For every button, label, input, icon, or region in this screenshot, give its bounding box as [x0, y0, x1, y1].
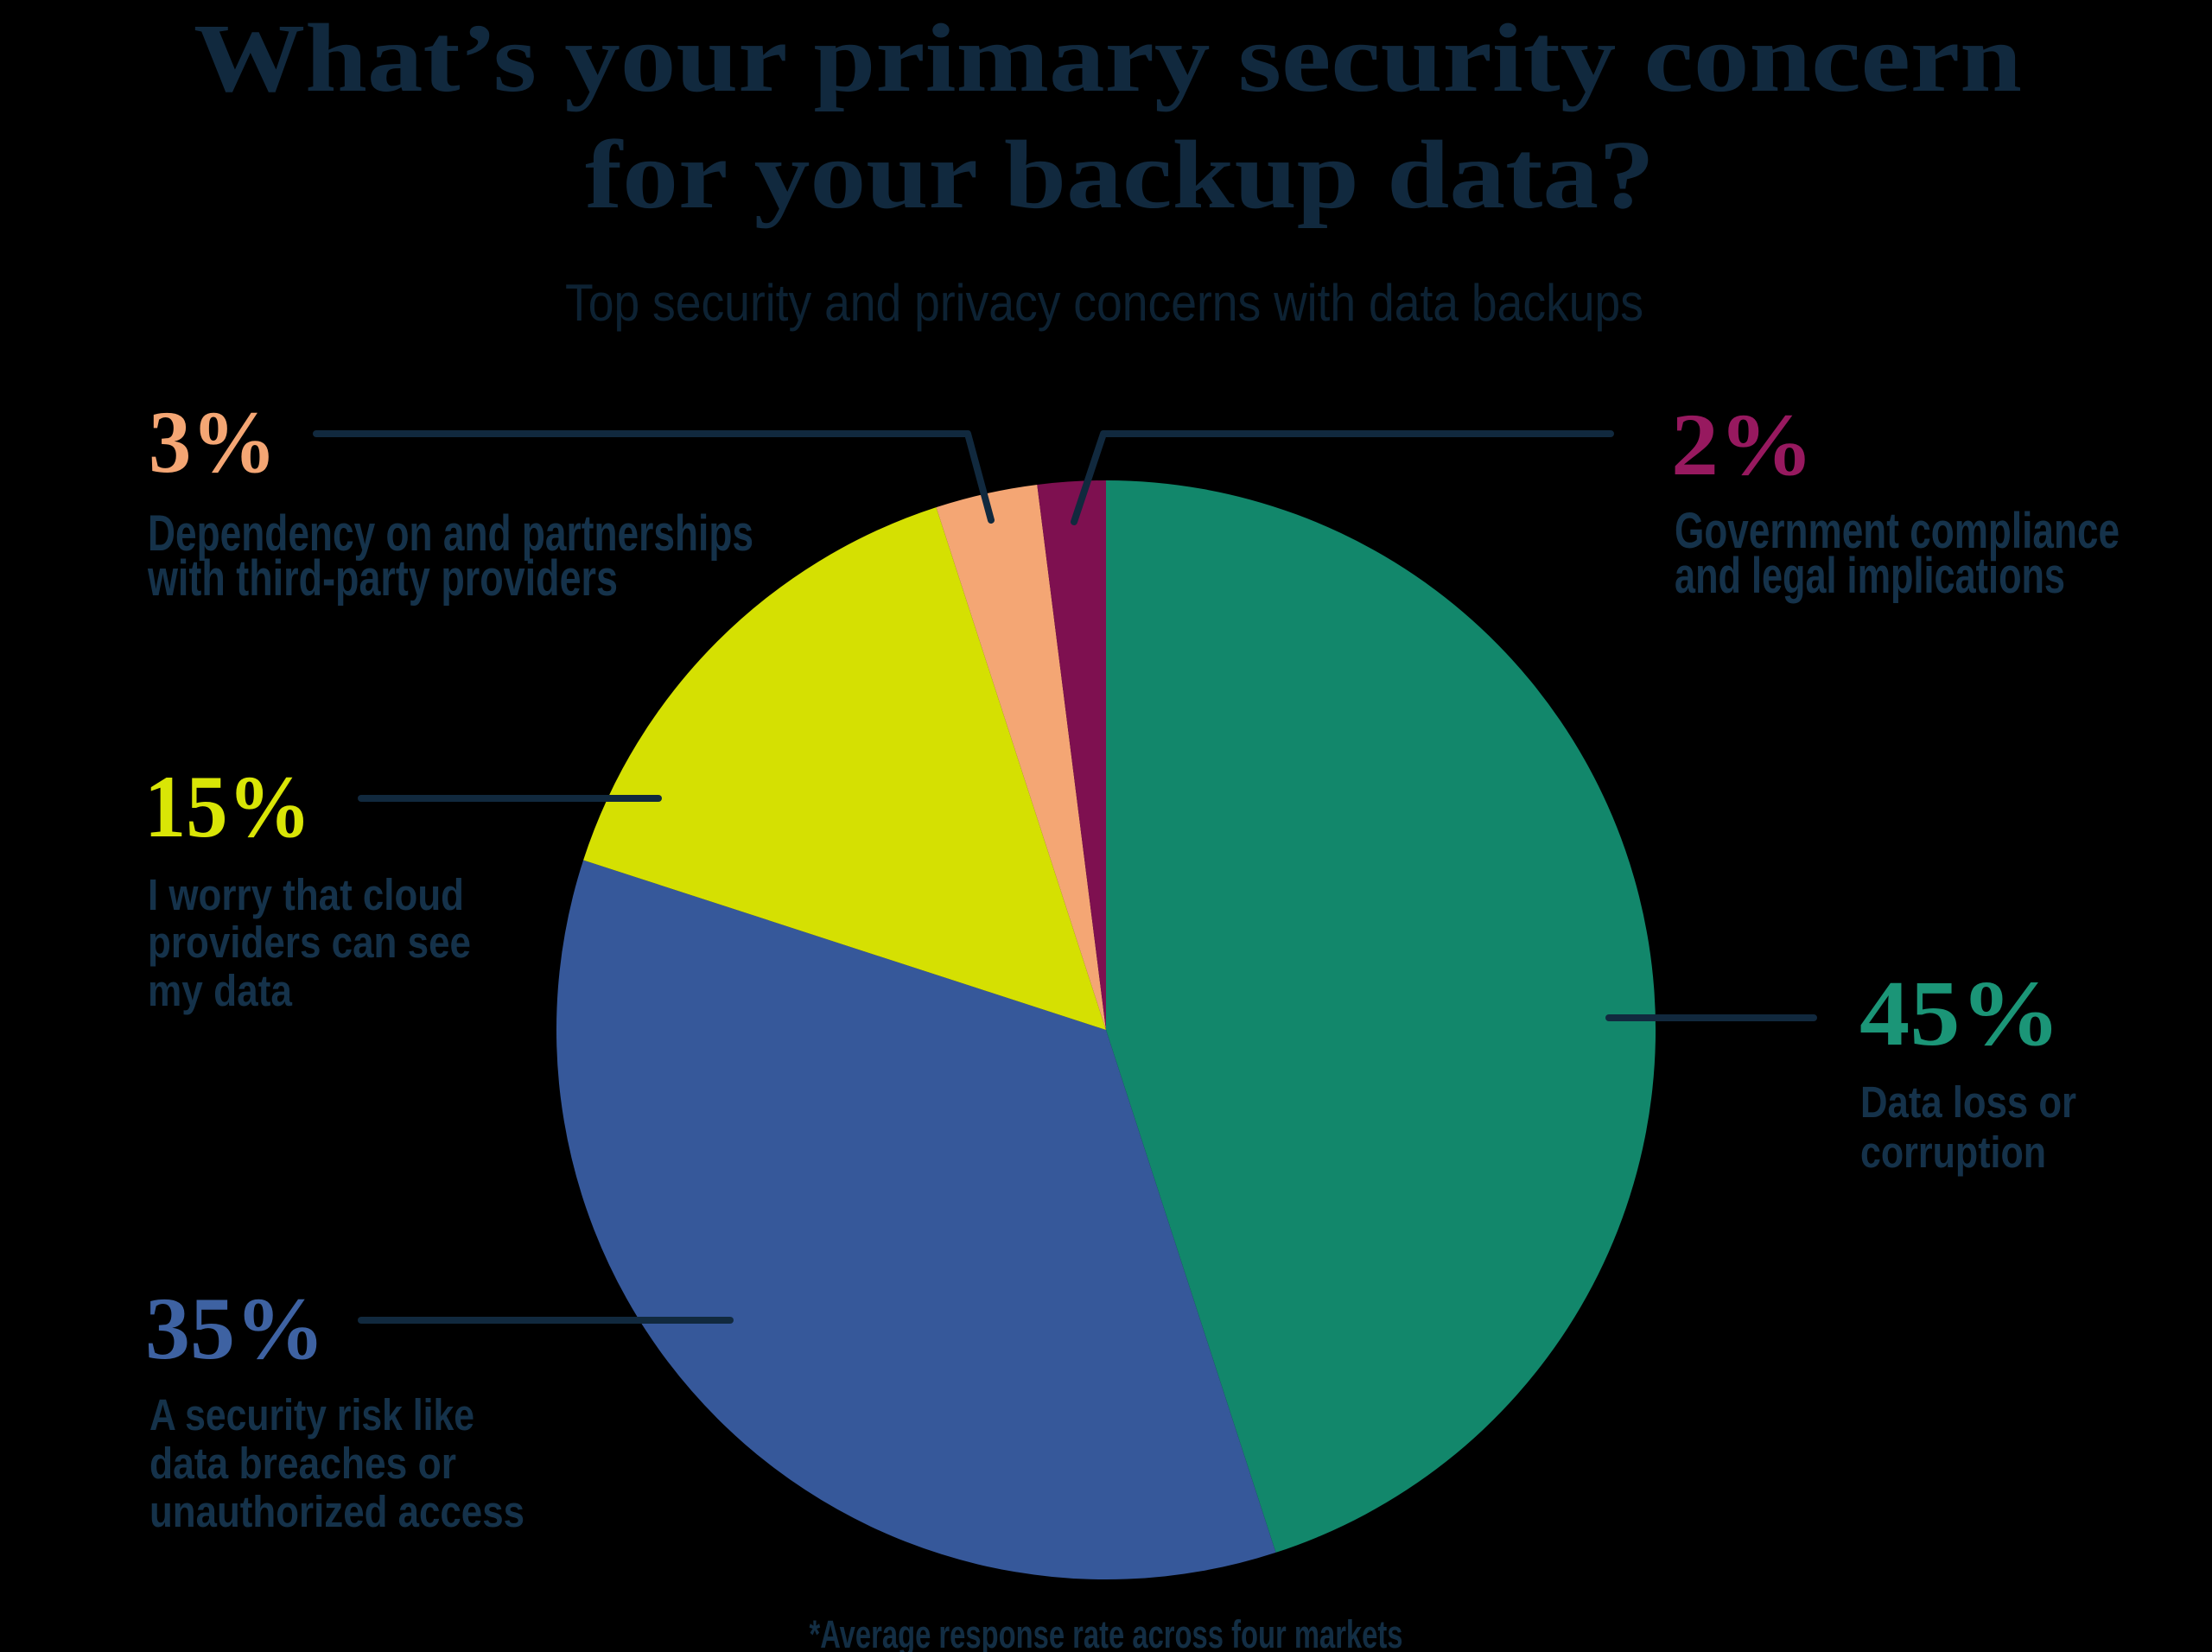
svg-text:15%: 15% [144, 758, 311, 856]
svg-text:A security risk like: A security risk like [149, 1390, 474, 1439]
svg-text:35%: 35% [145, 1280, 325, 1378]
svg-text:2%: 2% [1671, 396, 1814, 494]
svg-text:*Average response rate across: *Average response rate across four marke… [810, 1612, 1403, 1652]
svg-text:with third-party providers: with third-party providers [147, 550, 618, 607]
svg-text:my data: my data [148, 966, 293, 1015]
svg-text:for your backup data?: for your backup data? [585, 121, 1655, 229]
svg-text:I worry that cloud: I worry that cloud [148, 870, 464, 919]
svg-text:Data loss or: Data loss or [1860, 1077, 2076, 1127]
svg-text:corruption: corruption [1860, 1128, 2046, 1177]
svg-text:Top security and privacy conce: Top security and privacy concerns with d… [565, 274, 1643, 332]
svg-text:Government compliance: Government compliance [1675, 503, 2120, 559]
svg-text:unauthorized access: unauthorized access [149, 1487, 524, 1536]
svg-text:providers can see: providers can see [148, 918, 471, 967]
svg-text:and legal implications: and legal implications [1675, 548, 2065, 604]
svg-text:45%: 45% [1859, 963, 2061, 1065]
svg-text:What’s your primary security c: What’s your primary security concern [194, 4, 2022, 112]
svg-text:Dependency on and partnerships: Dependency on and partnerships [148, 505, 753, 562]
svg-text:data breaches or: data breaches or [149, 1439, 456, 1488]
svg-text:3%: 3% [149, 393, 276, 492]
